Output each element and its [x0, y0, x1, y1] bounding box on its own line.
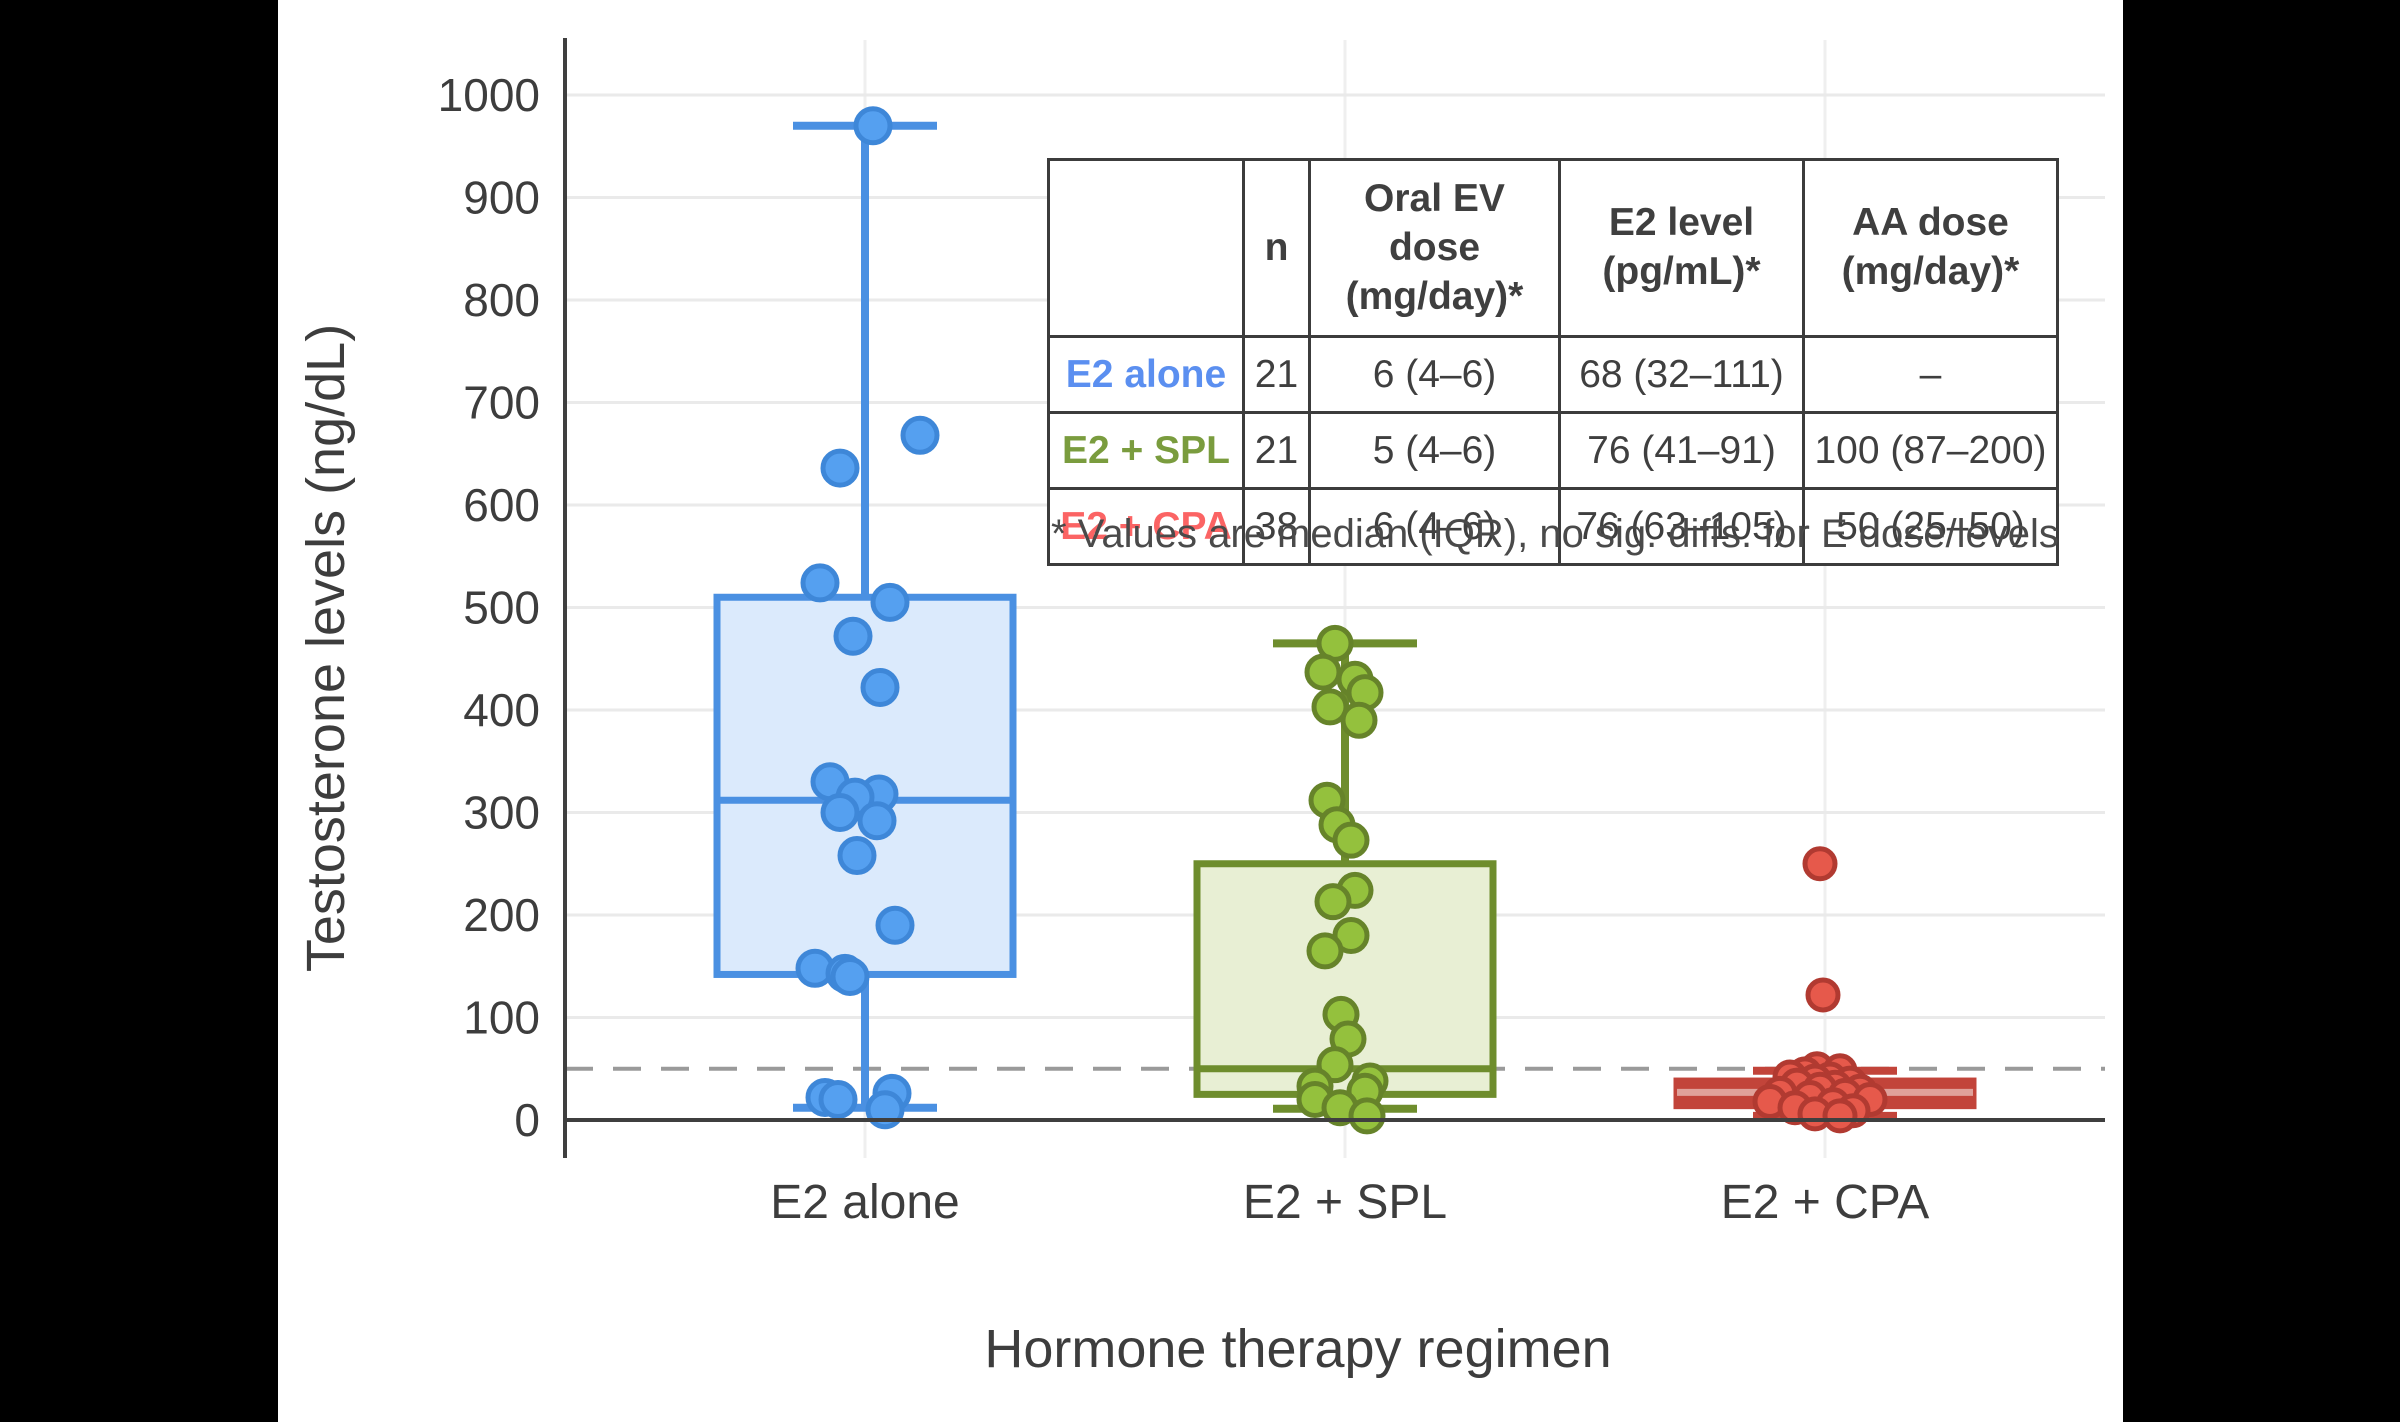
row-label: E2 + CPA — [1047, 487, 1245, 567]
cell-n: 38 — [1242, 487, 1311, 567]
y-tick-label: 200 — [463, 889, 540, 941]
header-e2-level: E2 level (pg/mL)* — [1558, 157, 1805, 339]
x-tick-label: E2 + SPL — [1243, 1176, 1447, 1229]
table-header-row: n Oral EV dose (mg/day)* E2 level (pg/mL)*… — [1047, 157, 2059, 339]
y-tick-label: 700 — [463, 377, 540, 429]
table-row-e2-alone: E2 alone 21 6 (4–6) 68 (32–111) – — [1047, 335, 2059, 415]
header-ev-dose: Oral EV dose (mg/day)* — [1308, 157, 1561, 339]
y-tick-label: 1000 — [438, 69, 540, 121]
cell-e2-level: 76 (41–91) — [1558, 411, 1805, 491]
y-tick-label: 100 — [463, 992, 540, 1044]
cell-ev-dose: 6 (4–6) — [1308, 335, 1561, 415]
cell-aa-dose: 50 (25–50) — [1802, 487, 2059, 567]
cell-aa-dose: – — [1802, 335, 2059, 415]
table-row-e2-spl: E2 + SPL 21 5 (4–6) 76 (41–91) 100 (87–2… — [1047, 411, 2059, 491]
cell-e2-level: 68 (32–111) — [1558, 335, 1805, 415]
y-tick-label: 500 — [463, 582, 540, 634]
x-tick-label: E2 alone — [770, 1176, 960, 1229]
figure-canvas: 0 100 200 300 400 500 600 700 800 900 1000 E2 alone… — [278, 0, 2123, 1422]
y-tick-label: 300 — [463, 787, 540, 839]
cell-aa-dose: 100 (87–200) — [1802, 411, 2059, 491]
header-n: n — [1242, 157, 1311, 339]
cell-n: 21 — [1242, 335, 1311, 415]
row-label: E2 + SPL — [1047, 411, 1245, 491]
y-tick-label: 600 — [463, 479, 540, 531]
header-aa-dose: AA dose (mg/day)* — [1802, 157, 2059, 339]
y-tick-label: 400 — [463, 684, 540, 736]
table-footnote: * Values are median (IQR), no sig. diffs… — [1051, 512, 2059, 556]
x-tick-label: E2 + CPA — [1721, 1176, 1930, 1229]
cell-ev-dose: 5 (4–6) — [1308, 411, 1561, 491]
header-empty — [1047, 157, 1245, 339]
table-row-e2-cpa: E2 + CPA 38 6 (4–6) 76 (63–105) 50 (25–5… — [1047, 487, 2059, 567]
cell-e2-level: 76 (63–105) — [1558, 487, 1805, 567]
y-tick-label: 900 — [463, 172, 540, 224]
cell-n: 21 — [1242, 411, 1311, 491]
x-axis-title: Hormone therapy regimen — [984, 1319, 1612, 1379]
y-axis-title: Testosterone levels (ng/dL) — [296, 323, 356, 973]
y-tick-label: 0 — [514, 1094, 540, 1146]
box-plot-chart: 0 100 200 300 400 500 600 700 800 900 1000 E2 alone… — [438, 38, 2105, 1229]
cell-ev-dose: 6 (4–6) — [1308, 487, 1561, 567]
row-label: E2 alone — [1047, 335, 1245, 415]
y-tick-label: 800 — [463, 274, 540, 326]
stats-table: n Oral EV dose (mg/day)* E2 level (pg/mL)*… — [1047, 157, 2059, 567]
